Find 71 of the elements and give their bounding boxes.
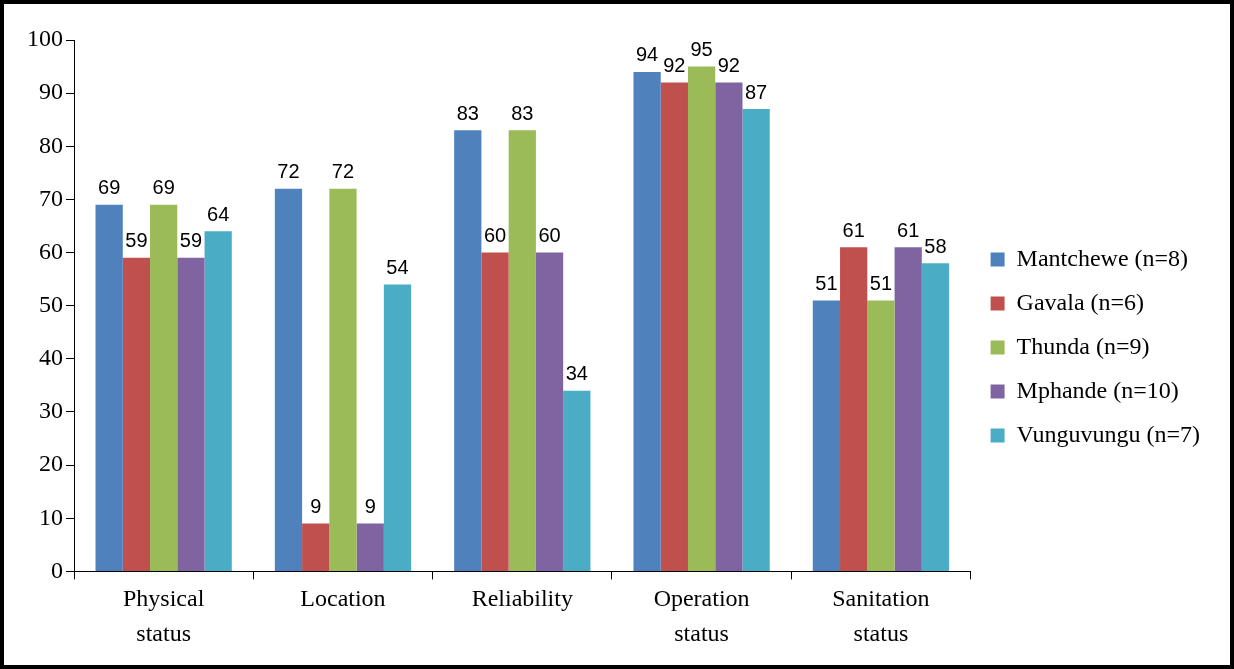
bar xyxy=(356,523,384,571)
data-label: 92 xyxy=(717,54,740,77)
data-label: 83 xyxy=(511,101,534,124)
y-tick-label: 50 xyxy=(39,291,63,317)
data-label: 72 xyxy=(331,160,355,183)
bar xyxy=(867,300,895,571)
bar xyxy=(660,82,688,571)
x-tick-label: Location xyxy=(300,585,386,612)
bar xyxy=(687,66,716,571)
data-label: 9 xyxy=(364,495,376,518)
data-label: 59 xyxy=(125,229,148,252)
legend-label: Gavala (n=6) xyxy=(1016,288,1145,315)
bar xyxy=(329,188,357,571)
legend-label: Vunguvungu (n=7) xyxy=(1016,420,1201,447)
legend-label: Mantchewe (n=8) xyxy=(1016,244,1189,271)
bar xyxy=(481,252,509,571)
data-label: 60 xyxy=(483,224,507,247)
y-tick-label: 90 xyxy=(39,78,63,105)
data-label: 95 xyxy=(690,38,713,61)
bar xyxy=(840,247,868,571)
data-label: 61 xyxy=(842,218,865,241)
bar xyxy=(742,109,770,571)
data-label: 9 xyxy=(310,495,322,518)
bar xyxy=(715,82,743,571)
y-tick-label: 70 xyxy=(39,184,63,211)
legend-label: Mphande (n=10) xyxy=(1016,376,1179,403)
x-tick-label: Reliability xyxy=(471,585,573,612)
y-tick-label: 40 xyxy=(39,344,63,371)
data-label: 51 xyxy=(869,271,893,294)
data-label: 94 xyxy=(635,43,659,66)
bar xyxy=(177,257,205,571)
y-tick-label: 30 xyxy=(39,397,63,424)
data-label: 64 xyxy=(207,202,230,225)
x-tick-label: Sanitation status xyxy=(832,585,930,646)
bar xyxy=(302,523,330,571)
bar xyxy=(454,130,482,571)
y-tick-label: 80 xyxy=(39,131,63,158)
y-tick-label: 10 xyxy=(39,503,63,530)
bar xyxy=(894,247,922,571)
data-label: 87 xyxy=(745,80,768,103)
data-label: 69 xyxy=(98,176,121,199)
data-label: 34 xyxy=(565,362,588,385)
bar xyxy=(812,300,841,571)
bar xyxy=(921,263,950,571)
bar xyxy=(633,71,661,571)
data-label: 54 xyxy=(386,255,409,278)
bar xyxy=(535,252,564,571)
data-label: 59 xyxy=(179,229,203,252)
data-label: 69 xyxy=(152,176,175,199)
data-label: 60 xyxy=(538,224,561,247)
bar xyxy=(95,204,123,571)
bar xyxy=(383,284,412,571)
y-tick-label: 60 xyxy=(39,237,63,264)
data-label: 51 xyxy=(815,271,838,294)
data-label: 92 xyxy=(663,54,686,77)
data-label: 83 xyxy=(456,101,479,124)
data-label: 61 xyxy=(897,218,920,241)
data-label: 58 xyxy=(924,234,947,257)
bar xyxy=(274,188,303,571)
legend-label: Thunda (n=9) xyxy=(1016,332,1150,359)
x-tick-label: Operation status xyxy=(653,585,750,646)
bar xyxy=(150,204,178,571)
x-tick-label: Physical status xyxy=(122,585,205,646)
bar xyxy=(204,231,232,571)
bar xyxy=(563,390,591,571)
data-label: 72 xyxy=(277,160,300,183)
bar xyxy=(122,257,151,571)
y-tick-label: 20 xyxy=(39,450,63,477)
bar xyxy=(508,130,536,571)
y-tick-label: 100 xyxy=(27,25,63,52)
y-tick-label: 0 xyxy=(51,556,63,583)
